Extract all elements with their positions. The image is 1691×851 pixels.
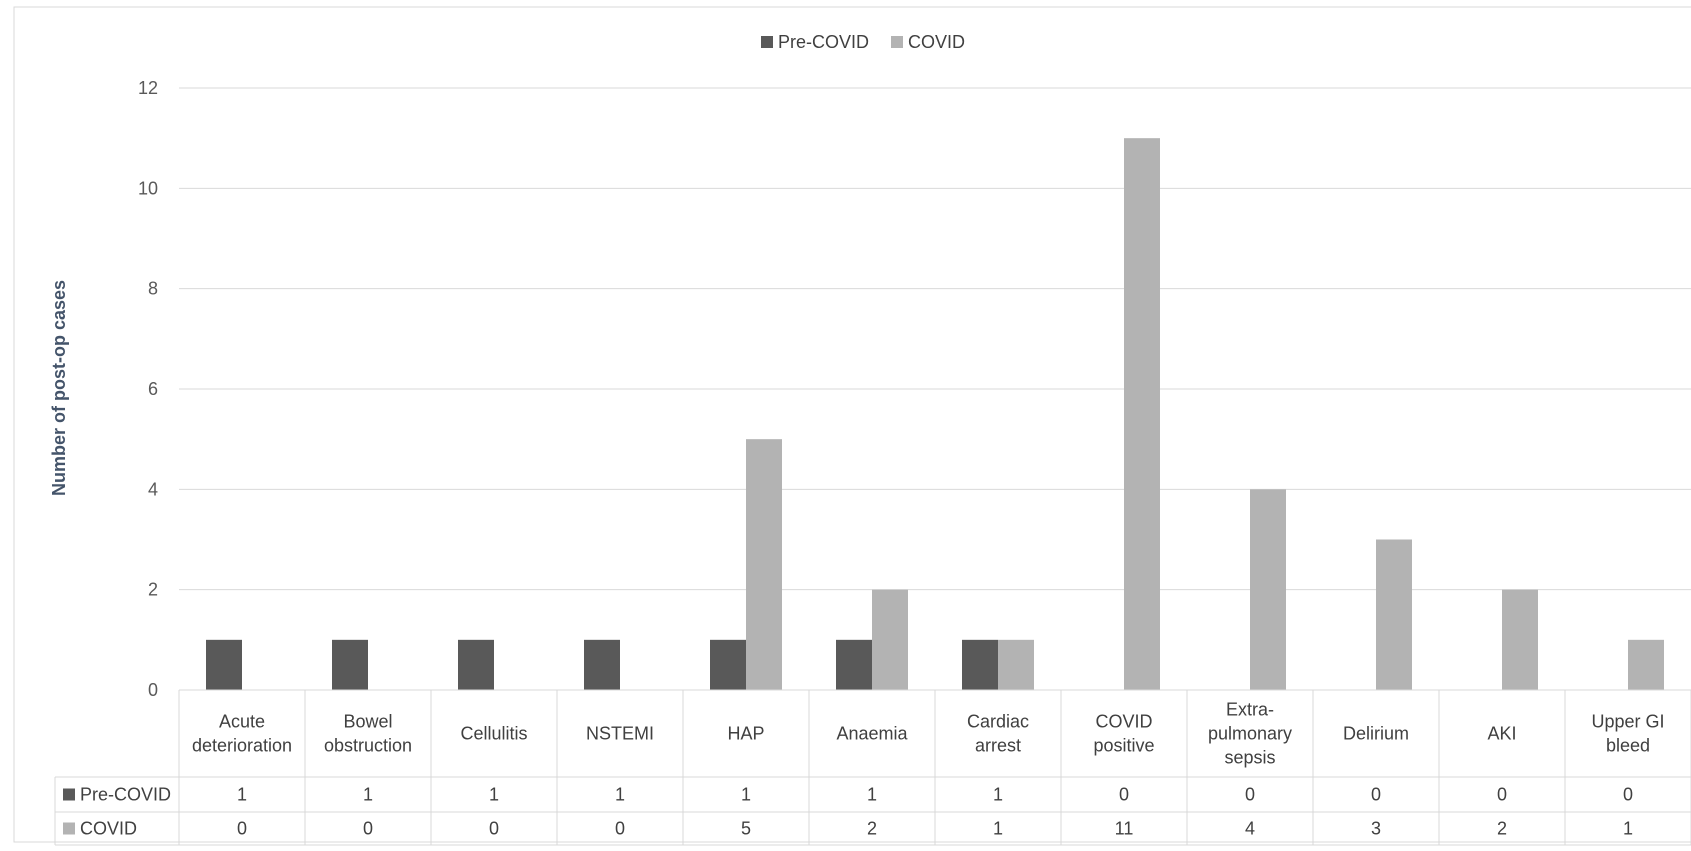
- legend-swatch-covid: [891, 36, 903, 48]
- x-category-label-line: COVID: [1095, 712, 1152, 732]
- table-cell-value: 1: [237, 785, 247, 805]
- x-category-label-line: NSTEMI: [586, 724, 654, 744]
- table-cell-value: 1: [363, 785, 373, 805]
- x-category-label: Upper GI bleed: [1591, 712, 1664, 756]
- y-tick-label: 12: [138, 78, 158, 98]
- x-category-label: HAP: [727, 724, 764, 744]
- x-category-label-line: Bowel: [343, 712, 392, 732]
- x-category-label-line: AKI: [1487, 724, 1516, 744]
- chart-frame: [13, 6, 1691, 843]
- table-series-key: [63, 788, 75, 801]
- bar-pre-covid: [584, 639, 620, 690]
- table-cell-value: 2: [867, 819, 877, 839]
- table-cell-value: 1: [993, 819, 1003, 839]
- x-category-label-line: Anaemia: [836, 724, 908, 744]
- table-cell-value: 0: [1245, 785, 1255, 805]
- y-tick-label: 4: [148, 479, 158, 499]
- table-cell-value: 4: [1245, 819, 1255, 839]
- y-axis: 0 2 4 6 8 10 12: [138, 78, 158, 700]
- bar-covid: [998, 639, 1034, 690]
- table-cell-value: 0: [489, 819, 499, 839]
- bar-covid: [1502, 589, 1538, 690]
- bar-pre-covid: [332, 639, 368, 690]
- data-table: Acute deterioration Bowel obstruction Cellul…: [54, 689, 1691, 846]
- bar-pre-covid: [206, 639, 242, 690]
- table-cell-value: 0: [1623, 785, 1633, 805]
- table-cell-value: 1: [867, 785, 877, 805]
- table-series-label: Pre-COVID: [80, 785, 171, 805]
- x-category-label-line: Cellulitis: [460, 724, 527, 744]
- bar-pre-covid: [836, 639, 872, 690]
- x-category-label: AKI: [1487, 724, 1516, 744]
- bars: [206, 138, 1664, 690]
- x-category-label-line: Acute: [219, 712, 265, 732]
- x-category-label-line: sepsis: [1224, 748, 1275, 768]
- x-category-label-line: pulmonary: [1208, 724, 1292, 744]
- bar-covid: [1628, 639, 1664, 690]
- x-category-label: NSTEMI: [586, 724, 654, 744]
- x-category-label: Extra-pulmonary sepsis: [1208, 700, 1292, 768]
- table-series-key: [63, 822, 75, 835]
- y-tick-label: 8: [148, 279, 158, 299]
- table-cell-value: 0: [1497, 785, 1507, 805]
- x-category-label: Anaemia: [836, 724, 908, 744]
- x-category-label: Acute deterioration: [192, 712, 292, 756]
- legend: Pre-COVID COVID: [761, 32, 965, 52]
- bar-covid: [872, 589, 908, 690]
- bar-covid: [1250, 489, 1286, 690]
- legend-label-covid: COVID: [908, 32, 965, 52]
- table-cell-value: 0: [363, 819, 373, 839]
- bar-covid: [1124, 138, 1160, 690]
- table-cell-value: 0: [237, 819, 247, 839]
- y-tick-label: 0: [148, 680, 158, 700]
- x-category-label-line: Upper GI: [1591, 712, 1664, 732]
- table-cell-value: 2: [1497, 819, 1507, 839]
- bar-covid: [746, 439, 782, 690]
- table-cell-value: 5: [741, 819, 751, 839]
- y-axis-title: Number of post-op cases: [49, 280, 69, 496]
- legend-label-pre-covid: Pre-COVID: [778, 32, 869, 52]
- table-cell-value: 1: [741, 785, 751, 805]
- table-cell-value: 0: [615, 819, 625, 839]
- x-category-label-line: bleed: [1606, 736, 1650, 756]
- x-category-label: Cardiac arrest: [967, 712, 1029, 756]
- x-category-label: Bowel obstruction: [324, 712, 412, 756]
- x-category-label-line: arrest: [975, 736, 1021, 756]
- table-cell-value: 0: [1371, 785, 1381, 805]
- x-category-label: Cellulitis: [460, 724, 527, 744]
- x-category-label-line: Delirium: [1343, 724, 1409, 744]
- bar-pre-covid: [458, 639, 494, 690]
- gridlines: [179, 87, 1691, 591]
- y-tick-label: 2: [148, 580, 158, 600]
- table-cell-value: 11: [1115, 819, 1134, 839]
- x-category-label: COVID positive: [1093, 712, 1154, 756]
- x-category-label-line: Extra-: [1226, 700, 1274, 720]
- bar-covid: [1376, 539, 1412, 690]
- table-cell-value: 0: [1119, 785, 1129, 805]
- x-category-label-line: obstruction: [324, 736, 412, 756]
- x-category-label-line: deterioration: [192, 736, 292, 756]
- x-category-label: Delirium: [1343, 724, 1409, 744]
- table-cell-value: 1: [1623, 819, 1633, 839]
- table-cell-value: 1: [489, 785, 499, 805]
- table-series-label: COVID: [80, 819, 137, 839]
- x-category-label-line: HAP: [727, 724, 764, 744]
- table-cell-value: 3: [1371, 819, 1381, 839]
- table-cell-value: 1: [993, 785, 1003, 805]
- bar-pre-covid: [710, 639, 746, 690]
- y-tick-label: 6: [148, 379, 158, 399]
- legend-swatch-pre-covid: [761, 36, 773, 48]
- x-category-label-line: Cardiac: [967, 712, 1029, 732]
- y-tick-label: 10: [138, 178, 158, 198]
- table-cell-value: 1: [615, 785, 625, 805]
- x-category-label-line: positive: [1093, 736, 1154, 756]
- bar-pre-covid: [962, 639, 998, 690]
